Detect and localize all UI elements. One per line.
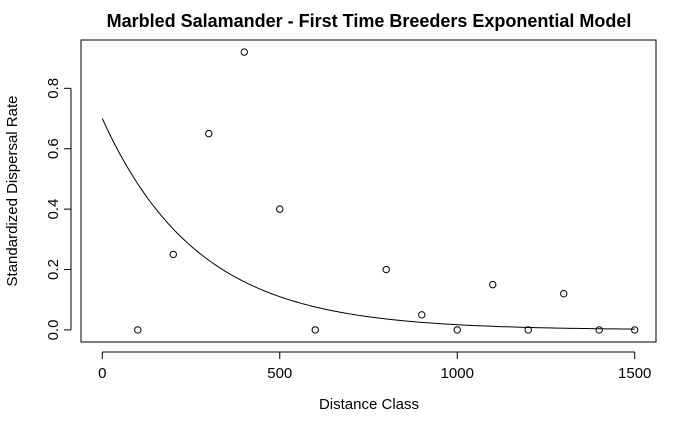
x-axis: 0 500 1000 1500 — [98, 351, 651, 382]
plot-area — [80, 39, 657, 343]
x-tick-label: 0 — [98, 365, 106, 382]
data-point — [453, 326, 461, 334]
y-tick-label: 0.0 — [45, 319, 62, 340]
y-tick-label: 0.2 — [45, 259, 62, 280]
chart-title: Marbled Salamander - First Time Breeders… — [107, 11, 632, 31]
data-point — [276, 205, 284, 213]
model-curve — [101, 118, 635, 330]
data-point — [418, 311, 426, 319]
y-tick-label: 0.8 — [45, 78, 62, 99]
data-point — [489, 280, 497, 289]
data-point — [595, 326, 603, 334]
data-point — [169, 250, 177, 259]
data-point — [560, 289, 568, 298]
data-point — [240, 48, 248, 56]
data-point — [134, 326, 142, 334]
x-tick-label: 500 — [267, 365, 292, 382]
data-point — [524, 326, 532, 334]
x-tick-label: 1000 — [441, 365, 474, 382]
x-tick-label: 1500 — [618, 365, 651, 382]
data-point — [382, 265, 390, 274]
y-axis: 0.0 0.2 0.4 0.6 0.8 — [45, 78, 72, 340]
x-axis-label: Distance Class — [319, 396, 419, 413]
data-point — [205, 129, 213, 138]
points-layer — [134, 48, 639, 334]
y-tick-label: 0.6 — [45, 138, 62, 159]
data-point — [631, 326, 639, 334]
data-point — [311, 326, 319, 334]
y-tick-label: 0.4 — [45, 199, 62, 220]
y-axis-label: Standardized Dispersal Rate — [4, 96, 21, 287]
model-curve-layer — [101, 118, 635, 330]
